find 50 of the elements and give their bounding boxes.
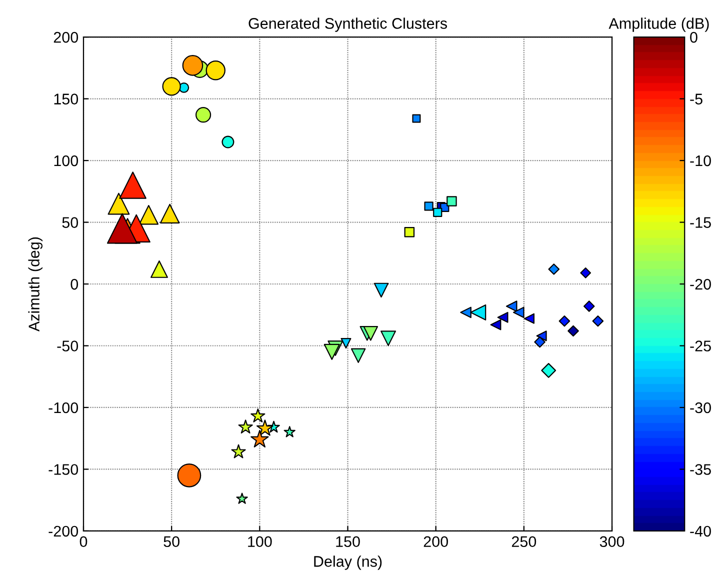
y-tick-label: 50 [62,217,78,228]
point [350,348,366,363]
x-tick-label: 0 [80,536,88,548]
x-tick-label: 100 [248,536,272,548]
y-tick-label: -50 [57,340,78,352]
y-axis-title: Azimuth (deg) [28,237,42,332]
point [404,227,415,238]
y-tick-label: -100 [48,402,78,414]
point [524,313,534,324]
color-bar-label: -25 [690,340,711,352]
point [568,325,579,337]
color-bar-label: -40 [690,526,711,537]
color-bar-label: -35 [690,464,711,475]
color-bar-label: -10 [690,155,711,166]
point [536,330,547,342]
point [534,336,546,348]
point [324,344,340,360]
y-tick-label: 200 [54,32,78,43]
x-tick-label: 200 [424,536,448,548]
y-tick-label: 0 [70,278,78,290]
point [490,319,502,330]
color-bar-label: -20 [690,278,711,290]
point [363,326,378,341]
point [592,315,604,327]
y-tick-label: 100 [54,155,78,166]
y-tick-label: -150 [48,464,78,475]
point [497,312,508,323]
chart-title: Generated Synthetic Clusters [248,18,447,32]
color-bar-label: -30 [690,402,711,414]
point [412,114,421,123]
x-axis-title: Delay (ns) [314,556,382,570]
color-bar-label: 0 [690,32,698,43]
point [583,300,595,312]
point [433,208,442,217]
color-bar-title: Amplitude (dB) [608,18,709,32]
point [580,267,592,278]
point [446,196,457,206]
point [424,202,434,211]
point [231,444,246,458]
color-bar-label: -5 [690,94,702,104]
y-tick-label: -200 [48,526,78,537]
point [238,420,253,434]
x-tick-label: 50 [164,536,180,548]
point [374,282,389,298]
x-tick-label: 150 [336,536,360,548]
color-bar-label: -15 [690,217,711,228]
x-tick-label: 300 [600,536,624,548]
x-tick-label: 250 [512,536,536,548]
point [558,315,570,327]
y-tick-label: 150 [54,94,78,104]
